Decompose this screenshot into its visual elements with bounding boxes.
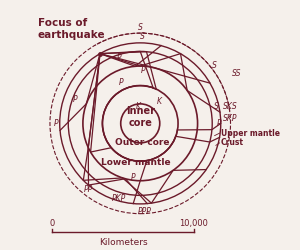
- Text: Inner
core: Inner core: [126, 106, 155, 128]
- Text: Focus of
earthquake: Focus of earthquake: [38, 18, 105, 40]
- Text: S: S: [140, 32, 145, 41]
- Text: Lower mantle: Lower mantle: [100, 158, 170, 167]
- Text: PPP: PPP: [138, 207, 152, 216]
- Text: S: S: [138, 22, 143, 32]
- Text: K: K: [157, 97, 162, 106]
- Text: P: P: [54, 119, 58, 128]
- Text: S: S: [212, 61, 217, 70]
- Text: 10,000: 10,000: [179, 218, 208, 228]
- Text: Upper mantle: Upper mantle: [221, 129, 280, 138]
- Text: Kilometers: Kilometers: [99, 238, 148, 247]
- Text: P: P: [118, 78, 123, 88]
- Text: PKP: PKP: [112, 194, 126, 203]
- Text: P: P: [217, 119, 222, 128]
- Text: SKS: SKS: [223, 102, 238, 111]
- Text: Crust: Crust: [221, 138, 244, 147]
- Text: P: P: [130, 172, 135, 182]
- Text: P: P: [117, 53, 121, 62]
- Text: Outer core: Outer core: [116, 138, 170, 147]
- Text: K: K: [135, 102, 140, 111]
- Text: P: P: [73, 95, 78, 104]
- Text: SS: SS: [232, 69, 242, 78]
- Text: SKP: SKP: [223, 114, 238, 123]
- Text: 0: 0: [50, 218, 55, 228]
- Text: PP: PP: [84, 185, 93, 194]
- Text: S: S: [214, 102, 218, 110]
- Text: P: P: [140, 66, 145, 75]
